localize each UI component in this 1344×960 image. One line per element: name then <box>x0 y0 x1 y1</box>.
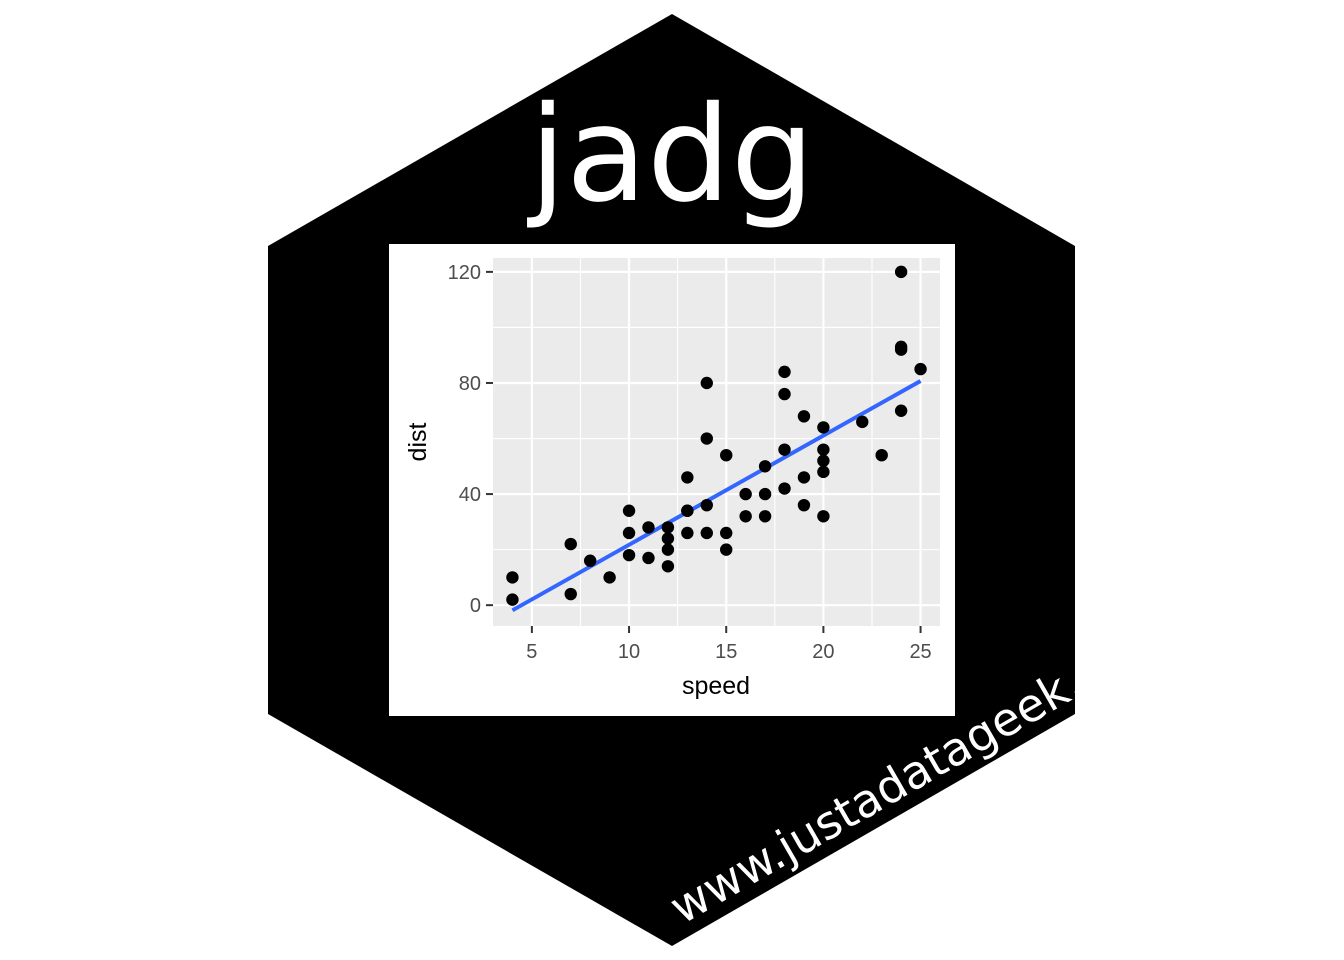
data-point <box>758 510 772 523</box>
y-tick-label: 40 <box>459 484 481 506</box>
data-point <box>564 537 577 551</box>
data-point <box>622 548 636 562</box>
data-point <box>817 443 830 456</box>
data-point <box>778 443 791 456</box>
data-point <box>506 593 519 606</box>
x-tick-label: 20 <box>812 641 834 663</box>
y-tick-label: 0 <box>470 595 481 617</box>
data-point <box>797 410 811 423</box>
y-axis: 0 40 80 120 <box>448 262 493 617</box>
data-point <box>700 376 713 390</box>
data-point <box>817 510 830 523</box>
data-point <box>720 448 733 462</box>
x-tick-label: 15 <box>715 641 737 663</box>
data-point <box>894 265 908 279</box>
data-point <box>797 498 811 512</box>
data-point <box>700 432 713 445</box>
x-tick-label: 10 <box>618 641 640 663</box>
data-point <box>661 521 675 534</box>
data-point <box>758 460 772 473</box>
data-point <box>681 504 694 517</box>
data-point <box>700 498 713 512</box>
data-point <box>739 510 752 523</box>
x-axis-label: speed <box>682 672 750 700</box>
data-point <box>564 587 577 601</box>
data-point <box>583 554 597 567</box>
data-point <box>875 448 888 462</box>
y-tick-label: 80 <box>459 373 481 395</box>
data-point <box>856 415 869 429</box>
data-point <box>778 482 791 495</box>
data-point <box>817 454 830 467</box>
data-point <box>642 521 655 534</box>
data-point <box>894 404 908 417</box>
grid-minor <box>493 258 940 626</box>
plot-panel <box>493 258 940 626</box>
data-point <box>894 340 908 354</box>
data-point <box>739 487 752 501</box>
data-point <box>622 526 636 540</box>
data-point <box>661 560 675 573</box>
data-point <box>720 526 733 540</box>
data-points <box>506 265 927 606</box>
data-point <box>817 465 830 479</box>
y-tick-label: 120 <box>448 262 481 284</box>
sticker-title: jadg <box>526 78 814 232</box>
x-axis: 5 10 15 20 25 <box>526 626 932 663</box>
data-point <box>700 526 713 540</box>
data-point <box>506 571 519 584</box>
data-point <box>622 504 636 517</box>
data-point <box>758 487 772 501</box>
data-point <box>661 543 675 556</box>
data-point <box>681 471 694 484</box>
data-point <box>720 543 733 556</box>
regression-line <box>511 379 922 613</box>
data-point <box>778 387 791 401</box>
data-point <box>817 421 830 434</box>
y-axis-label: dist <box>404 422 432 461</box>
fit-line-group <box>511 379 922 613</box>
data-point <box>661 532 675 545</box>
grid-major <box>493 258 940 626</box>
data-point <box>642 551 655 565</box>
x-tick-label: 25 <box>909 641 931 663</box>
data-point <box>681 526 694 540</box>
data-point <box>778 365 791 379</box>
data-point <box>797 471 811 484</box>
data-point <box>603 571 616 584</box>
x-tick-label: 5 <box>526 641 537 663</box>
data-point <box>914 362 927 376</box>
